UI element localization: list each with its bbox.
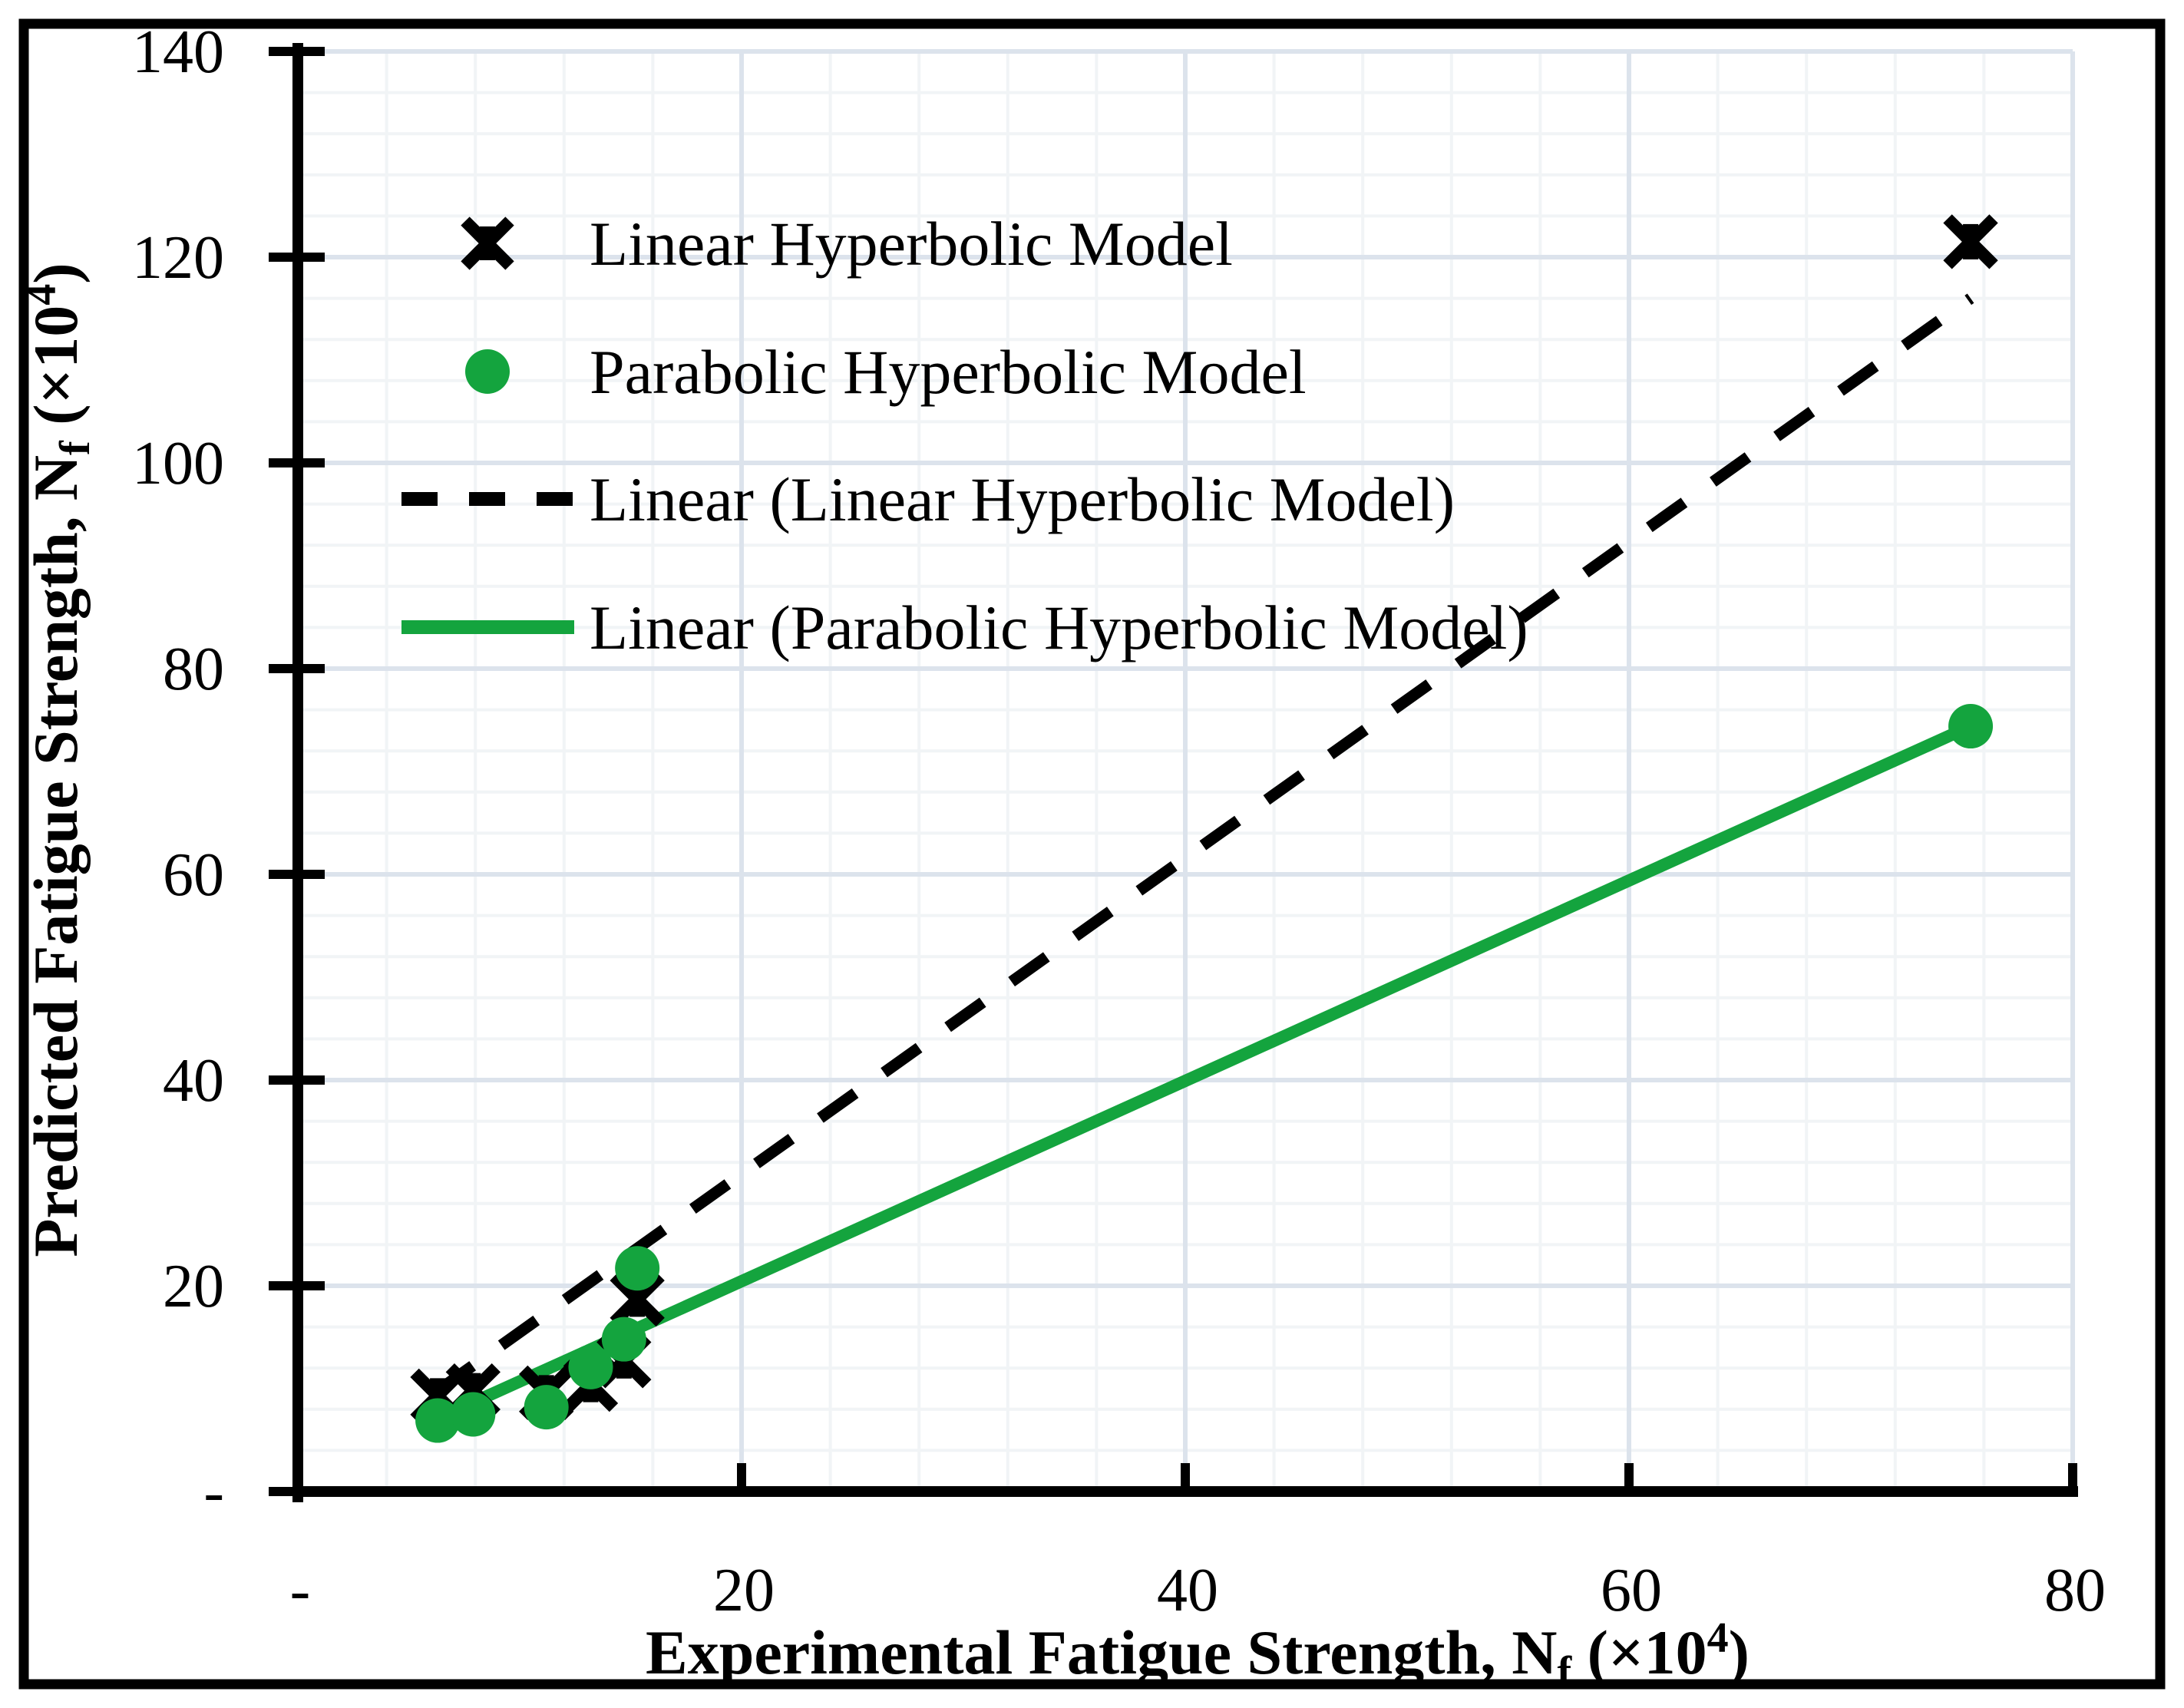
legend-label: Parabolic Hyperbolic Model [590, 337, 1307, 407]
y-axis-tick [269, 870, 325, 879]
x-tick-label: 20 [713, 1557, 775, 1624]
y-axis-line [292, 43, 303, 1502]
legend-item: Parabolic Hyperbolic Model [465, 337, 1307, 407]
axis-title-part: Predicted Fatigue Strength, N [21, 455, 91, 1257]
y-axis-tick [269, 458, 325, 467]
x-axis-tick [1181, 1463, 1190, 1486]
axis-title-part: 4 [18, 284, 65, 306]
y-axis-tick [269, 47, 325, 56]
legend-label: Linear Hyperbolic Model [590, 209, 1233, 279]
y-axis-tick [269, 1075, 325, 1085]
axes [269, 43, 2078, 1502]
axis-title-part: ) [21, 263, 91, 283]
axis-title-part: f [1557, 1648, 1572, 1696]
chart-border [18, 18, 2166, 1690]
minor-gridlines [303, 51, 2073, 1486]
circle-data-point [524, 1385, 569, 1430]
x-axis-title: Experimental Fatigue Strength, Nf (×104) [646, 1614, 1750, 1696]
legend-circle-icon [465, 349, 510, 394]
legend-label: Linear (Parabolic Hyperbolic Model) [590, 593, 1528, 662]
axis-title-part: ) [1729, 1617, 1750, 1687]
x-axis-tick [2068, 1463, 2077, 1486]
circle-data-point [1948, 704, 1994, 749]
x-axis-tick [1624, 1463, 1634, 1486]
circle-data-point [601, 1317, 646, 1362]
y-tick-label: 100 [132, 430, 224, 497]
y-tick-label: 140 [132, 18, 224, 86]
circle-data-point [451, 1392, 496, 1437]
legend-label: Linear (Linear Hyperbolic Model) [590, 464, 1455, 534]
y-tick-label: 120 [132, 224, 224, 292]
x-tick-label: 80 [2044, 1557, 2106, 1624]
circle-data-point [615, 1246, 660, 1291]
y-axis-tick [269, 1281, 325, 1290]
legend-x-marker-icon [461, 216, 514, 270]
data-points [410, 214, 1998, 1443]
y-axis-title: Predicted Fatigue Strength, Nf (×104) [18, 263, 99, 1257]
trendline-linear-hyperbolic [434, 293, 1974, 1396]
circle-data-point [415, 1398, 461, 1443]
trendlines [434, 293, 1974, 1425]
legend-item: Linear (Parabolic Hyperbolic Model) [401, 593, 1528, 662]
trendline-parabolic-hyperbolic [434, 720, 1974, 1425]
x-marker-data-point [1943, 214, 1998, 269]
y-axis-tick [269, 253, 325, 262]
x-axis-tick [737, 1463, 746, 1486]
legend-item: Linear Hyperbolic Model [461, 209, 1233, 279]
axis-title-part: (×10 [1571, 1617, 1707, 1687]
tick-labels: 140 120 100 80 60 40 20 -- 20 40 60 80 [132, 18, 2106, 1624]
legend: Linear Hyperbolic Model Parabolic Hyperbo… [401, 209, 1528, 662]
y-axis-tick [269, 664, 325, 673]
axis-title-part: f [51, 440, 99, 455]
axis-title-part: 4 [1707, 1614, 1729, 1662]
axis-title-part: Experimental Fatigue Strength, N [646, 1617, 1557, 1687]
x-axis-line [292, 1486, 2078, 1497]
x-tick-label: 60 [1601, 1557, 1662, 1624]
x-tick-label: - [290, 1557, 311, 1624]
y-tick-label: 80 [163, 636, 224, 703]
y-tick-label: 20 [163, 1253, 224, 1320]
axis-title-part: (×10 [21, 306, 91, 441]
y-tick-label: 60 [163, 841, 224, 909]
y-axis-tick [269, 1487, 325, 1496]
x-tick-label: 40 [1157, 1557, 1218, 1624]
y-tick-label: 40 [163, 1047, 224, 1115]
y-tick-label: - [203, 1459, 224, 1526]
circle-data-point [568, 1344, 613, 1389]
legend-item: Linear (Linear Hyperbolic Model) [401, 464, 1455, 534]
